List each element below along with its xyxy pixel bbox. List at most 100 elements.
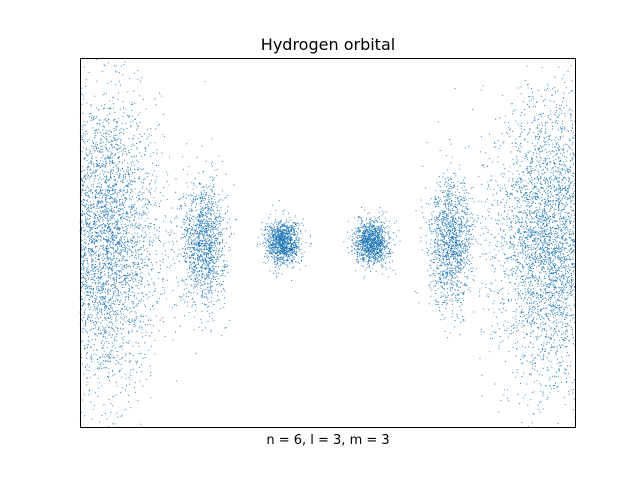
scatter-point (215, 276, 217, 278)
scatter-point (268, 229, 270, 231)
scatter-point (212, 242, 214, 244)
scatter-point (208, 200, 210, 202)
scatter-point (129, 179, 131, 181)
scatter-point (124, 245, 126, 247)
scatter-point (106, 181, 108, 184)
scatter-point (125, 378, 127, 380)
scatter-point (86, 155, 88, 157)
scatter-point (130, 206, 132, 208)
scatter-point (208, 224, 210, 226)
scatter-point (87, 364, 89, 366)
scatter-point (88, 209, 90, 211)
scatter-point (107, 317, 109, 319)
scatter-point (109, 243, 111, 245)
scatter-point (95, 323, 97, 325)
scatter-point (102, 248, 104, 250)
scatter-point (86, 262, 88, 264)
scatter-point (204, 277, 206, 279)
scatter-point (185, 226, 187, 228)
scatter-point (104, 157, 106, 159)
scatter-point (123, 202, 125, 204)
scatter-point (139, 141, 141, 143)
scatter-point (112, 405, 114, 407)
scatter-point (180, 297, 182, 299)
scatter-point (93, 349, 95, 351)
scatter-point (299, 262, 301, 264)
scatter-point (128, 290, 131, 292)
scatter-point (257, 243, 259, 246)
scatter-point (102, 125, 104, 127)
scatter-point (102, 267, 104, 269)
scatter-point (159, 227, 161, 229)
scatter-point (139, 152, 141, 154)
scatter-point (151, 264, 153, 266)
scatter-point (130, 294, 132, 296)
scatter-point (112, 193, 114, 195)
scatter-point (155, 261, 158, 264)
scatter-point (90, 288, 93, 290)
scatter-point (285, 260, 287, 262)
scatter-point (97, 200, 99, 202)
scatter-point (211, 318, 214, 320)
scatter-point (132, 156, 134, 158)
scatter-point (150, 262, 153, 264)
scatter-point (288, 217, 290, 219)
scatter-point (126, 219, 129, 221)
scatter-point (114, 192, 116, 194)
scatter-point (284, 209, 286, 211)
scatter-point (112, 172, 114, 174)
scatter-point (129, 279, 131, 282)
scatter-point (108, 426, 110, 428)
scatter-point (107, 213, 110, 216)
scatter-point (207, 263, 209, 265)
scatter-point (107, 242, 109, 244)
scatter-point (103, 257, 105, 259)
scatter-point (99, 245, 102, 247)
scatter-point (89, 215, 91, 217)
scatter-point (147, 319, 149, 321)
scatter-point (119, 277, 121, 279)
scatter-point (100, 229, 102, 231)
scatter-point (214, 277, 216, 279)
scatter-point (90, 247, 92, 249)
scatter-point (113, 179, 115, 181)
scatter-point (148, 259, 150, 261)
scatter-point (107, 267, 109, 269)
scatter-point (117, 169, 120, 171)
scatter-point (190, 241, 192, 243)
scatter-point (210, 221, 212, 223)
scatter-point (197, 257, 199, 259)
scatter-point (195, 228, 197, 230)
scatter-point (110, 246, 112, 248)
scatter-point (196, 281, 198, 283)
scatter-point (271, 222, 273, 224)
scatter-point (126, 263, 128, 265)
scatter-point (109, 306, 111, 308)
scatter-point (85, 192, 87, 194)
scatter-point (193, 249, 195, 251)
scatter-point (89, 255, 91, 257)
scatter-point (154, 234, 156, 236)
scatter-point (85, 189, 87, 191)
scatter-point (85, 284, 88, 286)
scatter-point (211, 265, 213, 267)
scatter-point (203, 235, 206, 237)
scatter-point (96, 268, 98, 270)
scatter-point (87, 304, 89, 306)
scatter-point (97, 289, 99, 292)
scatter-point (227, 194, 229, 197)
scatter-point (203, 275, 206, 277)
scatter-point (95, 270, 97, 272)
scatter-point (211, 269, 214, 272)
scatter-point (210, 248, 212, 250)
scatter-point (114, 303, 116, 306)
scatter-point (200, 191, 202, 193)
scatter-point (187, 228, 189, 230)
scatter-point (128, 137, 130, 140)
scatter-point (218, 216, 220, 218)
scatter-point (208, 247, 210, 249)
scatter-point (216, 240, 218, 242)
scatter-point (289, 233, 291, 235)
scatter-point (187, 243, 189, 245)
scatter-point (214, 177, 216, 179)
